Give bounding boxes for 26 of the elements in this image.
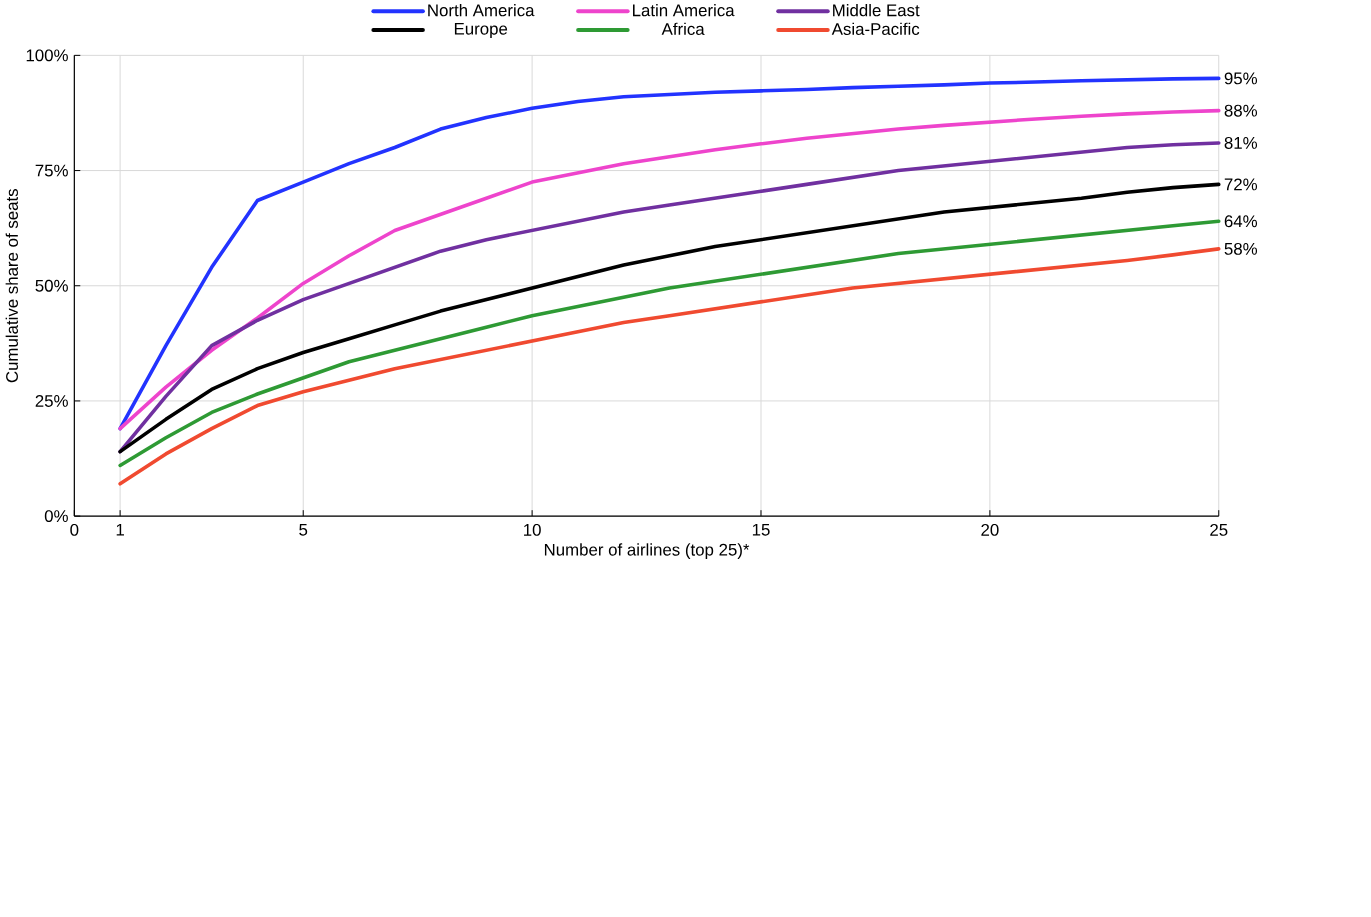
x-tick-label: 20	[981, 523, 999, 536]
data-label: 58%	[1224, 242, 1258, 255]
y-tick-label: 25%	[35, 394, 68, 407]
legend-label: North America	[428, 3, 535, 17]
data-label: 64%	[1224, 215, 1258, 228]
y-tick-label: 0%	[44, 510, 68, 523]
y-tick-label: 100%	[26, 49, 68, 62]
data-label: 88%	[1224, 104, 1258, 117]
x-axis-title: Number of airlines (top 25)*	[544, 543, 750, 560]
x-tick-label: 0	[70, 523, 79, 536]
x-tick-label: 15	[752, 523, 770, 536]
x-tick-label: 10	[524, 523, 541, 536]
y-axis-title: Cumulative share of seats	[5, 189, 18, 383]
x-tick-label: 1	[116, 523, 124, 536]
data-label: 72%	[1224, 178, 1258, 191]
x-tick-label: 5	[299, 523, 308, 536]
legend-label: Europe	[454, 22, 508, 39]
legend-label: Africa	[661, 22, 705, 36]
legend-label: Latin America	[633, 3, 735, 17]
legend-label: Middle East	[833, 3, 920, 17]
y-tick-label: 50%	[35, 279, 68, 292]
x-tick-label: 25	[1210, 523, 1228, 536]
data-label: 95%	[1224, 72, 1258, 85]
data-label: 81%	[1224, 136, 1258, 149]
y-tick-label: 75%	[35, 164, 68, 177]
legend-label: Asia-Pacific	[831, 22, 920, 36]
